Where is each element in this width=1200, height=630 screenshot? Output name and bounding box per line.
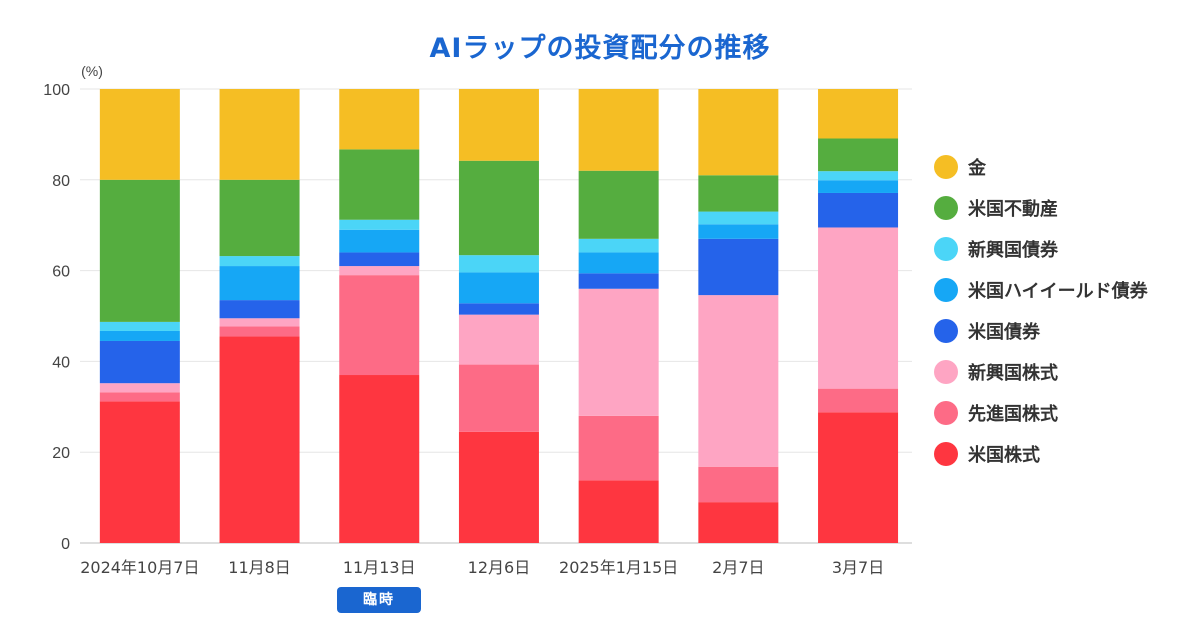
bar-segment — [339, 219, 420, 230]
x-category-label: 11月8日 — [228, 558, 291, 577]
legend-item: 米国債券 — [934, 316, 1194, 346]
y-tick-label: 60 — [52, 264, 70, 281]
bar-segment — [578, 252, 659, 274]
bar-segment — [99, 89, 180, 180]
bar-segment — [458, 89, 539, 161]
bar-segment — [818, 180, 899, 193]
bar-segment — [458, 364, 539, 432]
legend-item: 米国株式 — [934, 439, 1194, 469]
bar-segment — [99, 321, 180, 331]
bar-segment — [458, 255, 539, 273]
legend-label: 新興国債券 — [968, 240, 1058, 261]
bar-segment — [458, 303, 539, 315]
bar-segment — [219, 326, 300, 337]
legend-label: 米国ハイイールド債券 — [968, 281, 1148, 302]
bar-segment — [219, 336, 300, 543]
legend-item: 金 — [934, 152, 1194, 182]
bar-segment — [219, 318, 300, 327]
legend-item: 米国ハイイールド債券 — [934, 275, 1194, 305]
legend-label: 米国不動産 — [968, 199, 1058, 220]
bar-segment — [698, 175, 779, 212]
bar-segment — [818, 227, 899, 389]
bar-segment — [219, 300, 300, 319]
bar-segment — [219, 266, 300, 301]
bar-segment — [339, 375, 420, 543]
bar-segment — [99, 340, 180, 384]
legend-label: 新興国株式 — [968, 363, 1058, 384]
legend-label: 米国株式 — [968, 445, 1040, 466]
bar-segment — [818, 171, 899, 181]
bar-segment — [698, 295, 779, 467]
legend-swatch — [934, 196, 958, 220]
x-category-label: 11月13日 — [343, 558, 416, 577]
legend-label: 米国債券 — [968, 322, 1040, 343]
bar-segment — [698, 224, 779, 239]
bar-segment — [578, 415, 659, 481]
legend-item: 新興国債券 — [934, 234, 1194, 264]
legend-swatch — [934, 237, 958, 261]
bar-segment — [818, 138, 899, 172]
bar-segment — [578, 238, 659, 253]
chart-title: AIラップの投資配分の推移 — [429, 33, 771, 64]
bar-segment — [99, 392, 180, 402]
legend-swatch — [934, 155, 958, 179]
bar-segment — [339, 229, 420, 253]
bar-segment — [578, 170, 659, 239]
bar-segment — [698, 466, 779, 503]
bar-segment — [458, 160, 539, 256]
y-tick-label: 0 — [61, 536, 70, 553]
bar-segment — [818, 388, 899, 413]
bar-segment — [818, 192, 899, 228]
y-axis-unit-label: (%) — [81, 63, 103, 79]
x-category-label: 2月7日 — [712, 558, 764, 577]
legend-swatch — [934, 278, 958, 302]
legend-swatch — [934, 319, 958, 343]
bar-segment — [698, 502, 779, 543]
bar-segment — [99, 330, 180, 341]
y-tick-label: 100 — [43, 82, 70, 99]
bar-segment — [698, 238, 779, 296]
bar-segment — [339, 275, 420, 376]
bar-segment — [578, 273, 659, 289]
legend-label: 先進国株式 — [968, 404, 1058, 425]
bar-segment — [458, 431, 539, 543]
bar-segment — [458, 314, 539, 365]
legend-swatch — [934, 401, 958, 425]
bar-segment — [578, 288, 659, 416]
bar-segment — [458, 272, 539, 304]
x-category-label: 2024年10月7日 — [80, 558, 199, 577]
x-category-label: 2025年1月15日 — [559, 558, 678, 577]
bar-segment — [219, 89, 300, 180]
special-rebalance-badge: 臨時 — [337, 587, 421, 613]
bar-segment — [219, 179, 300, 257]
y-tick-label: 40 — [52, 354, 70, 371]
legend: 金米国不動産新興国債券米国ハイイールド債券 米国債券新興国株式先進国株式米国株式 — [934, 152, 1194, 480]
bar-segment — [698, 211, 779, 225]
bar-segment — [339, 149, 420, 220]
x-category-label: 12月6日 — [468, 558, 531, 577]
legend-swatch — [934, 360, 958, 384]
bar-segment — [99, 179, 180, 322]
legend-item: 新興国株式 — [934, 357, 1194, 387]
legend-label: 金 — [968, 158, 986, 179]
legend-item: 米国不動産 — [934, 193, 1194, 223]
bar-segment — [339, 89, 420, 150]
legend-swatch — [934, 442, 958, 466]
bar-segment — [698, 89, 779, 176]
bar-segment — [99, 401, 180, 543]
bar-segment — [818, 89, 899, 139]
bar-segment — [578, 89, 659, 171]
x-category-label: 3月7日 — [832, 558, 884, 577]
bar-segment — [99, 383, 180, 393]
bar-segment — [818, 412, 899, 543]
bar-segment — [578, 480, 659, 543]
y-tick-label: 80 — [52, 173, 70, 190]
legend-item: 先進国株式 — [934, 398, 1194, 428]
bar-segment — [339, 266, 420, 276]
bar-segment — [339, 252, 420, 267]
bar-segment — [219, 256, 300, 267]
y-tick-label: 20 — [52, 445, 70, 462]
